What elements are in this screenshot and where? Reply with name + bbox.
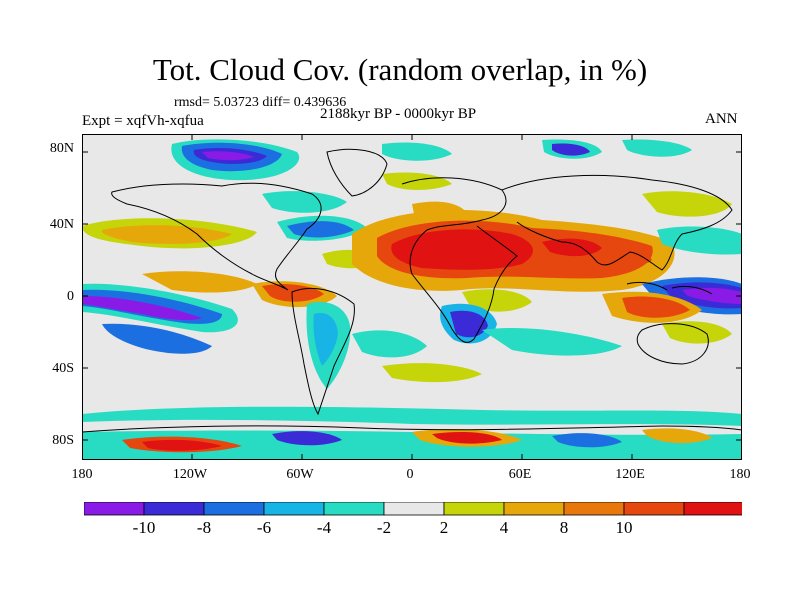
x-tick-180e: 180 xyxy=(729,467,751,482)
x-tick-60e: 60E xyxy=(508,467,532,482)
colorbar-label-neg2: -2 xyxy=(376,518,392,537)
x-tick-0: 0 xyxy=(406,467,414,482)
y-tick-0: 0 xyxy=(67,289,74,304)
colorbar-label-2: 2 xyxy=(439,518,449,537)
colorbar-box xyxy=(143,502,205,516)
colorbar-box xyxy=(503,502,565,516)
colorbar-box xyxy=(563,502,625,516)
season-label: ANN xyxy=(705,111,738,127)
colorbar xyxy=(84,502,742,516)
axis-ticks xyxy=(82,134,742,460)
colorbar-box xyxy=(84,502,145,516)
period-label: 2188kyr BP - 0000kyr BP xyxy=(320,106,477,122)
coastlines xyxy=(82,148,742,433)
colorbar-label-neg4: -4 xyxy=(316,518,332,537)
cloud-cover-map xyxy=(82,134,742,460)
x-tick-60w: 60W xyxy=(286,467,314,482)
colorbar-label-4: 4 xyxy=(499,518,509,537)
colorbar-box xyxy=(443,502,505,516)
x-tick-120w: 120W xyxy=(172,467,208,482)
x-tick-120e: 120E xyxy=(615,467,645,482)
anomaly-field xyxy=(82,139,742,460)
plot-title: Tot. Cloud Cov. (random overlap, in %) xyxy=(152,52,648,87)
y-tick-80s: 80S xyxy=(52,433,74,448)
y-tick-80n: 80N xyxy=(49,141,74,156)
colorbar-label-8: 8 xyxy=(559,518,569,537)
colorbar-label-neg6: -6 xyxy=(256,518,272,537)
y-tick-40n: 40N xyxy=(49,217,74,232)
colorbar-box xyxy=(203,502,265,516)
experiment-label: Expt = xqfVh-xqfua xyxy=(82,113,204,129)
x-tick-180w: 180 xyxy=(71,467,93,482)
y-tick-40s: 40S xyxy=(52,361,74,376)
colorbar-box xyxy=(383,502,445,516)
colorbar-box xyxy=(683,502,742,516)
colorbar-box xyxy=(263,502,325,516)
colorbar-label-neg8: -8 xyxy=(196,518,212,537)
colorbar-label-neg10: -10 xyxy=(132,518,156,537)
colorbar-box xyxy=(323,502,385,516)
colorbar-label-10: 10 xyxy=(615,518,633,537)
colorbar-box xyxy=(623,502,685,516)
stats-text: rmsd= 5.03723 diff= 0.439636 xyxy=(174,95,347,110)
